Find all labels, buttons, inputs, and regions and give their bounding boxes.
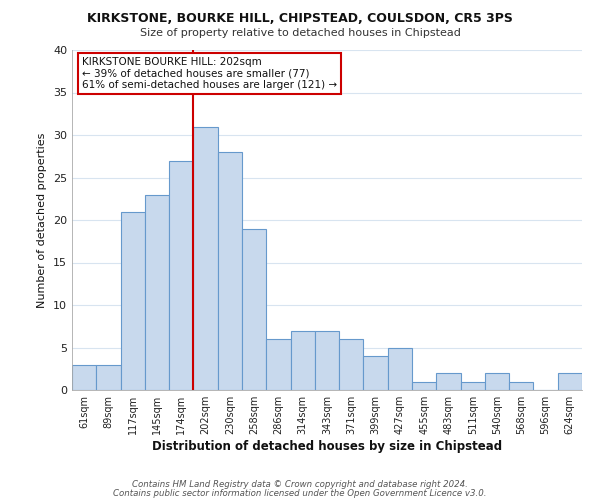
Text: Contains HM Land Registry data © Crown copyright and database right 2024.: Contains HM Land Registry data © Crown c…	[132, 480, 468, 489]
X-axis label: Distribution of detached houses by size in Chipstead: Distribution of detached houses by size …	[152, 440, 502, 453]
Bar	[412, 382, 436, 390]
Bar	[266, 339, 290, 390]
Bar	[315, 330, 339, 390]
Bar	[436, 373, 461, 390]
Bar	[169, 160, 193, 390]
Bar	[364, 356, 388, 390]
Bar	[121, 212, 145, 390]
Y-axis label: Number of detached properties: Number of detached properties	[37, 132, 47, 308]
Bar	[242, 228, 266, 390]
Text: Size of property relative to detached houses in Chipstead: Size of property relative to detached ho…	[140, 28, 460, 38]
Bar	[218, 152, 242, 390]
Bar	[193, 126, 218, 390]
Bar	[485, 373, 509, 390]
Text: KIRKSTONE, BOURKE HILL, CHIPSTEAD, COULSDON, CR5 3PS: KIRKSTONE, BOURKE HILL, CHIPSTEAD, COULS…	[87, 12, 513, 26]
Bar	[509, 382, 533, 390]
Bar	[558, 373, 582, 390]
Bar	[72, 364, 96, 390]
Bar	[96, 364, 121, 390]
Bar	[339, 339, 364, 390]
Text: Contains public sector information licensed under the Open Government Licence v3: Contains public sector information licen…	[113, 488, 487, 498]
Bar	[461, 382, 485, 390]
Bar	[290, 330, 315, 390]
Bar	[388, 348, 412, 390]
Bar	[145, 194, 169, 390]
Text: KIRKSTONE BOURKE HILL: 202sqm
← 39% of detached houses are smaller (77)
61% of s: KIRKSTONE BOURKE HILL: 202sqm ← 39% of d…	[82, 57, 337, 90]
